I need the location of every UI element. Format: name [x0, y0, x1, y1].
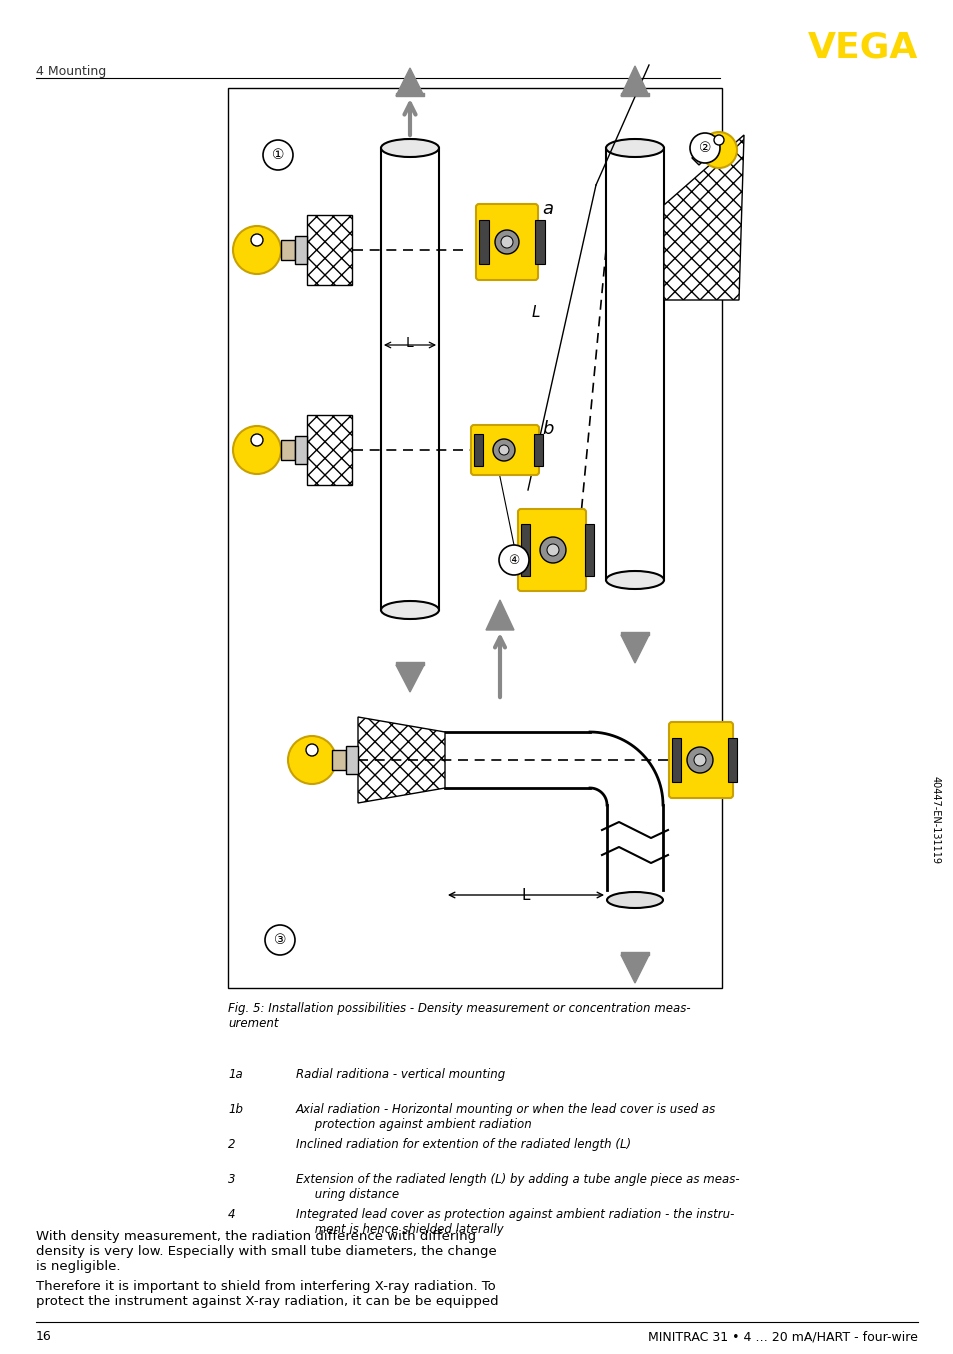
Polygon shape	[620, 66, 648, 96]
Ellipse shape	[605, 139, 663, 157]
Circle shape	[495, 230, 518, 255]
Text: 3: 3	[228, 1174, 235, 1186]
Bar	[727, 738, 737, 783]
FancyBboxPatch shape	[476, 204, 537, 280]
Text: L: L	[521, 888, 530, 903]
Bar	[307, 215, 352, 284]
Circle shape	[233, 427, 281, 474]
Circle shape	[263, 139, 293, 171]
Polygon shape	[485, 600, 514, 630]
Bar	[307, 414, 352, 485]
Circle shape	[498, 445, 509, 455]
Text: 40447-EN-131119: 40447-EN-131119	[930, 776, 940, 864]
Bar	[380, 148, 438, 611]
Circle shape	[689, 133, 720, 162]
Text: 4: 4	[228, 1208, 235, 1221]
Bar	[281, 240, 294, 260]
Text: ②: ②	[698, 141, 711, 154]
Circle shape	[493, 439, 515, 460]
Text: 1a: 1a	[228, 1068, 242, 1080]
Text: MINITRAC 31 • 4 … 20 mA/HART - four-wire: MINITRAC 31 • 4 … 20 mA/HART - four-wire	[647, 1330, 917, 1343]
Circle shape	[498, 546, 529, 575]
Text: b: b	[541, 420, 553, 437]
Text: Fig. 5: Installation possibilities - Density measurement or concentration meas-
: Fig. 5: Installation possibilities - Den…	[228, 1002, 690, 1030]
Ellipse shape	[380, 601, 438, 619]
Text: Extension of the radiated length (L) by adding a tube angle piece as meas-
     : Extension of the radiated length (L) by …	[295, 1174, 739, 1201]
Ellipse shape	[606, 892, 662, 909]
Text: Integrated lead cover as protection against ambient radiation - the instru-
    : Integrated lead cover as protection agai…	[295, 1208, 734, 1236]
Bar	[478, 219, 489, 264]
Circle shape	[233, 226, 281, 274]
Circle shape	[265, 925, 294, 955]
Circle shape	[693, 754, 705, 766]
Bar	[294, 236, 307, 264]
Circle shape	[700, 131, 737, 168]
Text: L: L	[406, 336, 414, 349]
Text: 1b: 1b	[228, 1104, 243, 1116]
Circle shape	[500, 236, 513, 248]
Circle shape	[686, 747, 712, 773]
Polygon shape	[663, 135, 743, 301]
Text: ③: ③	[274, 933, 286, 946]
Polygon shape	[620, 635, 648, 663]
Bar	[346, 746, 357, 774]
Bar	[535, 219, 544, 264]
Bar	[520, 524, 530, 575]
Circle shape	[539, 538, 565, 563]
Text: 16: 16	[36, 1330, 51, 1343]
Text: Radial raditiona - vertical mounting: Radial raditiona - vertical mounting	[295, 1068, 505, 1080]
Bar	[281, 440, 294, 460]
Bar	[332, 750, 346, 770]
Polygon shape	[395, 68, 423, 96]
Bar	[228, 88, 721, 988]
Bar	[671, 738, 680, 783]
FancyBboxPatch shape	[471, 425, 538, 475]
Text: VEGA: VEGA	[807, 30, 917, 64]
Bar	[534, 435, 542, 466]
Bar	[691, 142, 714, 165]
Circle shape	[713, 135, 723, 145]
Text: ①: ①	[272, 148, 284, 162]
Circle shape	[251, 435, 263, 445]
Bar	[294, 436, 307, 464]
Text: L: L	[531, 305, 539, 320]
Text: Therefore it is important to shield from interfering X-ray radiation. To
protect: Therefore it is important to shield from…	[36, 1280, 498, 1308]
Circle shape	[251, 234, 263, 246]
Polygon shape	[395, 665, 423, 692]
Ellipse shape	[380, 139, 438, 157]
Circle shape	[306, 743, 317, 756]
FancyBboxPatch shape	[668, 722, 732, 798]
Polygon shape	[620, 955, 648, 983]
Circle shape	[288, 737, 335, 784]
Text: Axial radiation - Horizontal mounting or when the lead cover is used as
     pro: Axial radiation - Horizontal mounting or…	[295, 1104, 716, 1131]
FancyBboxPatch shape	[517, 509, 585, 590]
Polygon shape	[357, 718, 444, 803]
Circle shape	[546, 544, 558, 556]
Bar	[605, 148, 663, 580]
Text: Inclined radiation for extention of the radiated length (L): Inclined radiation for extention of the …	[295, 1139, 631, 1151]
Text: ④: ④	[508, 554, 519, 566]
Text: 2: 2	[228, 1139, 235, 1151]
Bar	[474, 435, 482, 466]
Text: a: a	[541, 200, 553, 218]
Bar	[584, 524, 594, 575]
Ellipse shape	[605, 571, 663, 589]
Text: With density measurement, the radiation difference with differing
density is ver: With density measurement, the radiation …	[36, 1229, 497, 1273]
Text: 4 Mounting: 4 Mounting	[36, 65, 106, 79]
